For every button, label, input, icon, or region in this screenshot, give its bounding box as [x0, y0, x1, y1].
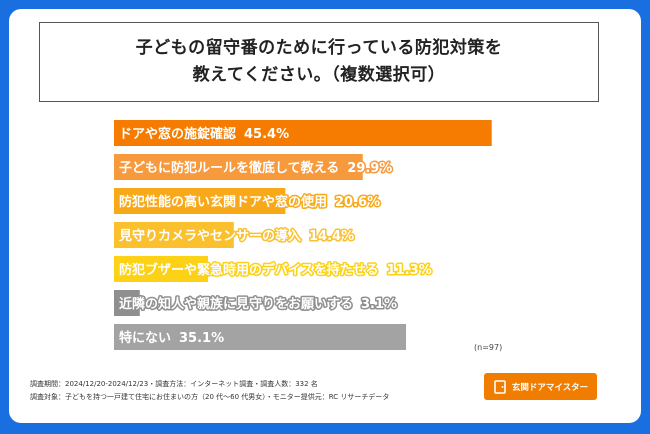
value-label-0: 45.4%	[244, 127, 289, 142]
brand-logo: 玄関ドアマイスター	[484, 373, 597, 400]
category-label-5: 近隣の知人や親族に見守りをお願いする	[119, 296, 353, 312]
category-label-0: ドアや窓の施錠確認	[119, 126, 236, 142]
category-label-2: 防犯性能の高い玄関ドアや窓の使用	[119, 194, 327, 210]
bar-label-3: 見守りカメラやセンサーの導入 14.4%	[118, 228, 354, 244]
bar-2	[114, 188, 286, 214]
bar-label-4: 防犯ブザーや緊急時用のデバイスを持たせる 11.3%	[119, 262, 432, 278]
bar-0	[114, 120, 492, 146]
bar-label-2: 防犯性能の高い玄関ドアや窓の使用 20.6%	[119, 194, 380, 210]
title-line-2: 教えてください。（複数選択可）	[192, 65, 446, 85]
bar-label-5: 近隣の知人や親族に見守りをお願いする 3.1%	[119, 296, 397, 312]
footnote-line-1: 調査期間：2024/12/20-2024/12/23・調査方法：インターネット調…	[30, 380, 318, 388]
value-label-4: 11.3%	[387, 263, 432, 278]
bar-5	[114, 290, 140, 316]
survey-footnotes: 調査期間：2024/12/20-2024/12/23・調査方法：インターネット調…	[30, 378, 389, 404]
bar-label-0: ドアや窓の施錠確認 45.4%	[119, 126, 289, 142]
category-label-4: 防犯ブザーや緊急時用のデバイスを持たせる	[119, 262, 379, 278]
bar-4	[114, 256, 209, 282]
bar-6	[114, 324, 407, 350]
footnote-line-2: 調査対象：子どもを持つ一戸建て住宅にお住まいの方（20 代～60 代男女）・モニ…	[30, 393, 390, 401]
door-icon	[494, 379, 506, 394]
value-label-6: 35.1%	[179, 331, 224, 346]
title-line-1: 子どもの留守番のために行っている防犯対策を	[135, 38, 503, 58]
sample-size-label: (n=97)	[474, 343, 503, 352]
category-label-1: 子どもに防犯ルールを徹底して教える	[119, 160, 339, 176]
value-label-2: 20.6%	[335, 195, 380, 210]
bar-3	[114, 222, 234, 248]
brand-logo-text: 玄関ドアマイスター	[511, 382, 589, 393]
bar-label-6: 特にない 35.1%	[119, 330, 224, 346]
value-label-1: 29.9%	[347, 161, 392, 176]
infographic-card: 子どもの留守番のために行っている防犯対策を 教えてください。（複数選択可）	[9, 9, 641, 423]
bar-1	[114, 154, 363, 180]
category-label-6: 特にない	[119, 330, 171, 346]
value-label-3: 14.4%	[309, 229, 354, 244]
category-label-3: 見守りカメラやセンサーの導入	[118, 228, 301, 244]
bar-label-1: 子どもに防犯ルールを徹底して教える 29.9%	[119, 160, 392, 176]
title-box: 子どもの留守番のために行っている防犯対策を 教えてください。（複数選択可）	[39, 22, 599, 102]
value-label-5: 3.1%	[361, 297, 397, 312]
